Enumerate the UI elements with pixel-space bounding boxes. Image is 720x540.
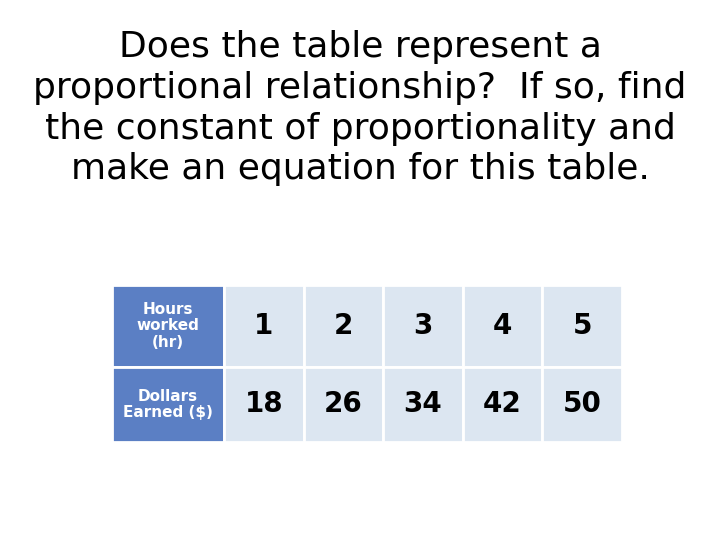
Bar (224, 285, 304, 367)
Bar (463, 285, 542, 367)
Bar (224, 367, 304, 442)
Bar (112, 285, 224, 367)
Bar (463, 367, 542, 442)
Text: 4: 4 (493, 312, 513, 340)
Text: 5: 5 (572, 312, 592, 340)
Bar (542, 285, 622, 367)
Bar (383, 285, 463, 367)
Text: 50: 50 (563, 390, 602, 418)
Text: 34: 34 (404, 390, 442, 418)
Text: 3: 3 (413, 312, 433, 340)
Bar (112, 367, 224, 442)
Text: 42: 42 (483, 390, 522, 418)
Bar (304, 285, 383, 367)
Bar (542, 367, 622, 442)
Bar (383, 367, 463, 442)
Text: 18: 18 (245, 390, 283, 418)
Text: 1: 1 (254, 312, 274, 340)
Text: Hours
worked
(hr): Hours worked (hr) (137, 302, 199, 350)
Text: 26: 26 (324, 390, 363, 418)
Text: Dollars
Earned ($): Dollars Earned ($) (123, 389, 213, 421)
Text: 2: 2 (333, 312, 353, 340)
Bar (304, 367, 383, 442)
Text: Does the table represent a
proportional relationship?  If so, find
the constant : Does the table represent a proportional … (33, 30, 687, 186)
